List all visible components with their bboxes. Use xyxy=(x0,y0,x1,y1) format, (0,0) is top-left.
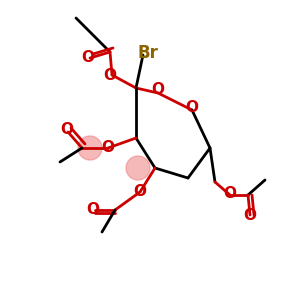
Text: O: O xyxy=(86,202,100,217)
Text: O: O xyxy=(103,68,116,82)
Text: O: O xyxy=(244,208,256,223)
Text: O: O xyxy=(185,100,199,116)
Text: O: O xyxy=(224,187,236,202)
Text: O: O xyxy=(61,122,74,137)
Circle shape xyxy=(78,136,102,160)
Text: O: O xyxy=(152,82,164,98)
Text: O: O xyxy=(82,50,94,64)
Circle shape xyxy=(126,156,150,180)
Text: Br: Br xyxy=(138,44,158,62)
Text: O: O xyxy=(101,140,115,154)
Text: O: O xyxy=(134,184,146,200)
